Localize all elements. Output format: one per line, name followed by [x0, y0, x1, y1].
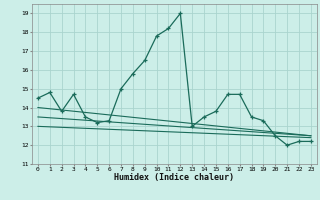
X-axis label: Humidex (Indice chaleur): Humidex (Indice chaleur): [115, 173, 234, 182]
